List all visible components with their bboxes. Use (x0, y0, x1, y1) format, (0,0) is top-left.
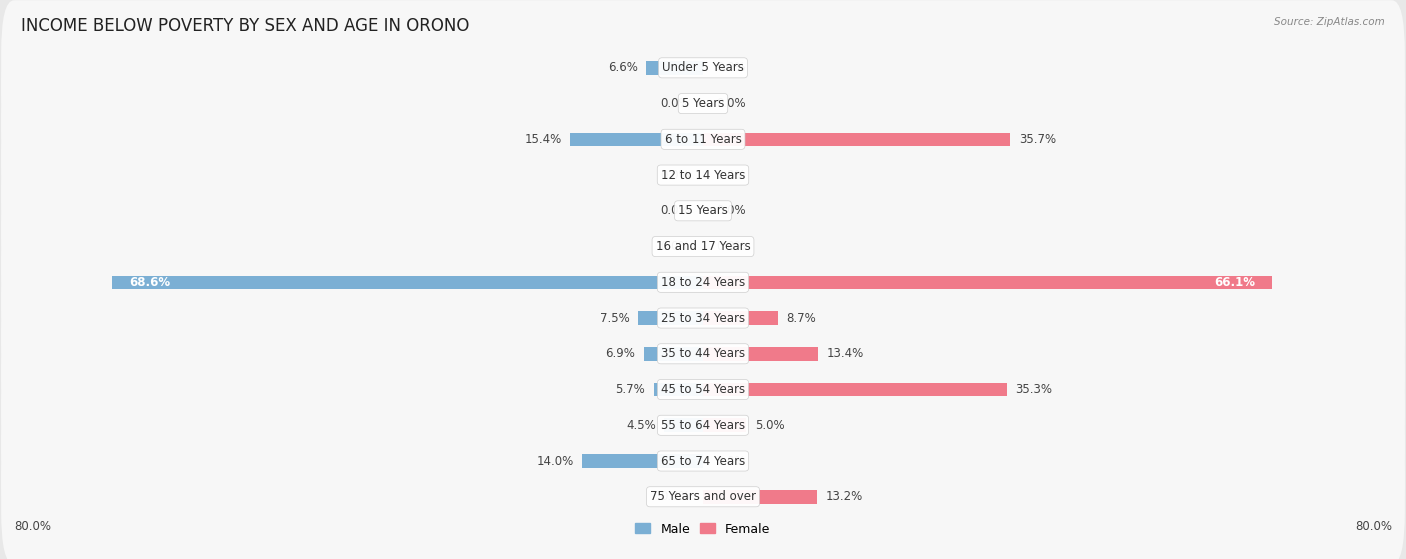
FancyBboxPatch shape (1, 322, 1405, 457)
Text: 35 to 44 Years: 35 to 44 Years (661, 347, 745, 361)
Bar (112, 276, 703, 289)
Text: 80.0%: 80.0% (1355, 520, 1392, 533)
Bar (703, 490, 817, 504)
Text: 0.0%: 0.0% (716, 204, 745, 217)
Text: 6.6%: 6.6% (607, 61, 637, 74)
Text: 66.1%: 66.1% (1213, 276, 1256, 289)
FancyBboxPatch shape (1, 107, 1405, 243)
FancyBboxPatch shape (1, 286, 1405, 421)
Text: 18 to 24 Years: 18 to 24 Years (661, 276, 745, 289)
FancyBboxPatch shape (1, 394, 1405, 529)
Text: 15 Years: 15 Years (678, 204, 728, 217)
Text: 0.0%: 0.0% (716, 169, 745, 182)
Text: 0.0%: 0.0% (661, 169, 690, 182)
Bar (703, 311, 778, 325)
Text: 14.0%: 14.0% (537, 454, 574, 467)
FancyBboxPatch shape (1, 72, 1405, 207)
Text: 6.9%: 6.9% (605, 347, 636, 361)
Text: 7.5%: 7.5% (600, 311, 630, 325)
Bar (703, 383, 1007, 396)
Bar (638, 311, 703, 325)
Text: 35.3%: 35.3% (1015, 383, 1053, 396)
Text: 35.7%: 35.7% (1019, 133, 1056, 146)
Text: 25 to 34 Years: 25 to 34 Years (661, 311, 745, 325)
Text: 45 to 54 Years: 45 to 54 Years (661, 383, 745, 396)
Bar (571, 132, 703, 146)
Text: 55 to 64 Years: 55 to 64 Years (661, 419, 745, 432)
Text: 16 and 17 Years: 16 and 17 Years (655, 240, 751, 253)
FancyBboxPatch shape (1, 215, 1405, 350)
Bar (647, 61, 703, 74)
FancyBboxPatch shape (1, 429, 1405, 559)
FancyBboxPatch shape (1, 143, 1405, 278)
Text: 0.0%: 0.0% (716, 454, 745, 467)
FancyBboxPatch shape (1, 250, 1405, 386)
Bar (654, 383, 703, 396)
Bar (703, 132, 1011, 146)
Text: 80.0%: 80.0% (14, 520, 51, 533)
Bar (703, 419, 747, 432)
Text: 5.0%: 5.0% (755, 419, 785, 432)
Text: 0.0%: 0.0% (716, 97, 745, 110)
Legend: Male, Female: Male, Female (630, 518, 776, 541)
Text: Source: ZipAtlas.com: Source: ZipAtlas.com (1274, 17, 1385, 27)
Text: 65 to 74 Years: 65 to 74 Years (661, 454, 745, 467)
Text: 5.7%: 5.7% (616, 383, 645, 396)
Text: 13.2%: 13.2% (825, 490, 862, 503)
FancyBboxPatch shape (1, 36, 1405, 171)
Text: Under 5 Years: Under 5 Years (662, 61, 744, 74)
Text: 0.0%: 0.0% (716, 240, 745, 253)
Text: 15.4%: 15.4% (524, 133, 562, 146)
FancyBboxPatch shape (1, 179, 1405, 314)
Text: 75 Years and over: 75 Years and over (650, 490, 756, 503)
Text: 0.0%: 0.0% (716, 61, 745, 74)
Bar (582, 454, 703, 468)
Text: 0.0%: 0.0% (661, 97, 690, 110)
Text: 6 to 11 Years: 6 to 11 Years (665, 133, 741, 146)
Text: 0.0%: 0.0% (661, 490, 690, 503)
Text: 13.4%: 13.4% (827, 347, 865, 361)
Bar (703, 347, 818, 361)
Text: INCOME BELOW POVERTY BY SEX AND AGE IN ORONO: INCOME BELOW POVERTY BY SEX AND AGE IN O… (21, 17, 470, 35)
Text: 68.6%: 68.6% (129, 276, 170, 289)
Text: 12 to 14 Years: 12 to 14 Years (661, 169, 745, 182)
FancyBboxPatch shape (1, 0, 1405, 135)
Text: 5 Years: 5 Years (682, 97, 724, 110)
Text: 0.0%: 0.0% (661, 204, 690, 217)
Text: 4.5%: 4.5% (626, 419, 655, 432)
Bar (664, 419, 703, 432)
FancyBboxPatch shape (1, 358, 1405, 493)
Bar (644, 347, 703, 361)
Text: 8.7%: 8.7% (786, 311, 817, 325)
Text: 0.0%: 0.0% (661, 240, 690, 253)
Bar (703, 276, 1272, 289)
